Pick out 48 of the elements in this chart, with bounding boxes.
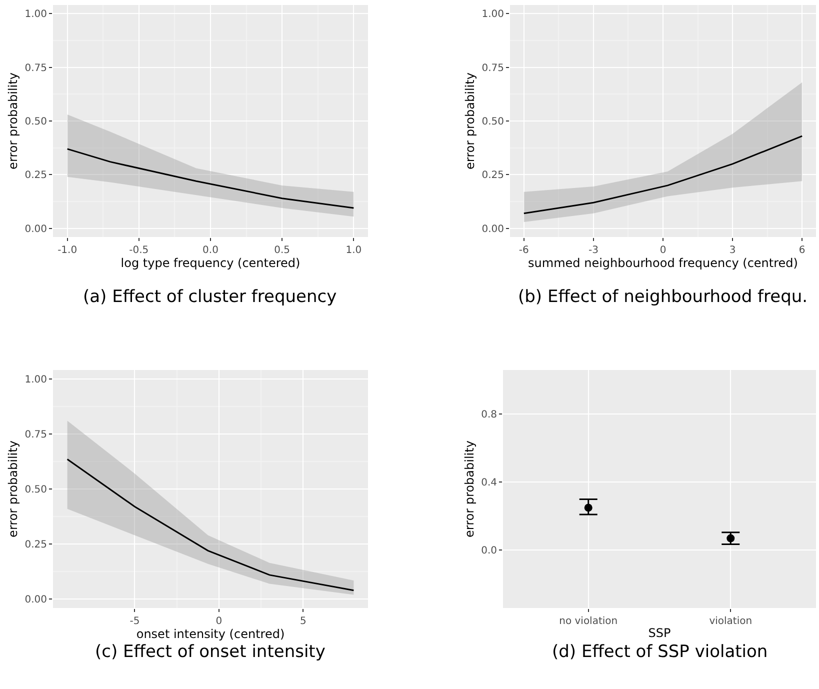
x-tick-label: -6 [518,245,529,256]
y-tick-label: 0.50 [24,484,47,496]
y-tick-label: 0.00 [24,224,47,235]
x-tick-label: -3 [588,245,598,256]
y-axis-title: error probability [463,72,478,170]
x-tick-label: 6 [798,245,806,256]
x-axis-title: log type frequency (centered) [120,256,300,270]
x-tick-label: -5 [130,616,140,627]
y-tick-label: 0.8 [481,410,497,421]
y-tick-label: 0.00 [482,224,504,235]
y-tick-label: 0.0 [481,546,497,557]
y-tick-label: 0.50 [482,116,504,128]
y-tick-label: 0.25 [24,170,47,182]
x-tick-label: -0.5 [129,245,149,256]
x-tick-label: 0.5 [274,245,290,256]
y-axis-title: error probability [6,72,20,170]
y-tick-label: 0.4 [481,478,497,489]
x-axis-title: SSP [648,626,671,640]
x-tick-label: -1.0 [58,245,78,256]
y-tick-label: 1.00 [482,9,504,20]
y-tick-label: 0.75 [24,429,47,440]
y-tick-label: 0.00 [24,594,47,606]
text: (c) Effect of onset intensity [95,642,326,662]
x-tick-label: 1.0 [346,245,362,256]
line-series [523,135,803,214]
y-tick-label: 0.50 [24,116,47,128]
line-series [66,458,354,592]
text: (d) Effect of SSP violation [552,642,768,662]
x-tick-label: 5 [300,616,306,627]
y-tick-label: 1.00 [24,374,47,386]
y-tick-label: 0.75 [482,62,504,74]
text: (a) Effect of cluster frequency [83,287,337,307]
y-tick-label: 0.25 [482,170,504,182]
x-tick-label: 0 [660,245,666,256]
x-tick-label: 3 [729,245,736,256]
y-axis-title: error probability [462,440,476,538]
x-axis-title: onset intensity (centred) [136,627,285,641]
x-axis-title: summed neighbourhood frequency (centred) [528,256,798,270]
x-tick-label: 0 [216,616,222,627]
y-tick-label: 1.00 [24,9,47,20]
y-tick-label: 0.25 [24,540,47,551]
x-tick-label: violation [709,616,752,627]
text: (b) Effect of neighbourhood frequ. [518,287,808,307]
y-axis-title: error probability [6,440,20,538]
line-series [66,148,354,209]
x-tick-label: 0.0 [202,245,218,256]
y-tick-label: 0.75 [24,62,47,74]
x-tick-label: no violation [559,616,618,627]
